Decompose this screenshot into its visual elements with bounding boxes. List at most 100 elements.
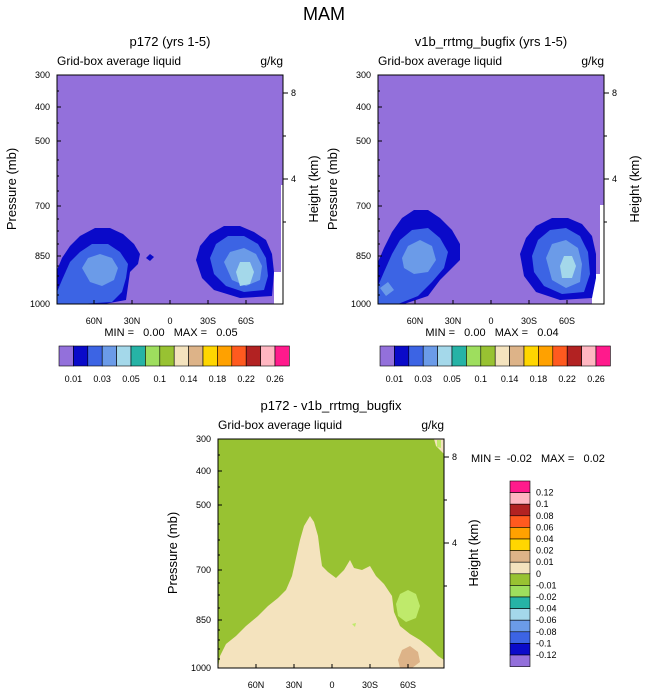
colorbar-swatch [451, 345, 467, 367]
colorbar-swatch [217, 345, 233, 367]
contour-level--0.01 [396, 590, 420, 622]
panel-title: v1b_rrtmg_bugfix (yrs 1-5) [415, 34, 567, 49]
latitude-tick-label: 30N [286, 680, 303, 690]
pressure-tick-label: 700 [356, 201, 371, 211]
colorbar-swatch [188, 345, 204, 367]
colorbar-swatch [509, 631, 531, 644]
colorbar-label: -0.06 [536, 615, 557, 625]
colorbar-label: 0.12 [536, 488, 554, 498]
plot-frame [217, 438, 445, 669]
contour-level-0.1 [236, 262, 254, 286]
latitude-axis: 60N 30N 0 30S 60S [86, 300, 254, 326]
pressure-tick-label: 700 [35, 201, 50, 211]
pressure-tick-label: 500 [196, 500, 211, 510]
colorbar-swatch [581, 345, 597, 367]
colorbar-swatch [523, 345, 539, 367]
latitude-tick-label: 30S [362, 680, 378, 690]
missing-data-region [281, 185, 283, 304]
colorbar-swatch [58, 345, 74, 367]
pressure-tick-label: 300 [35, 70, 50, 80]
colorbar-label: -0.08 [536, 627, 557, 637]
latitude-ticks [414, 300, 568, 304]
panel-difference: p172 - v1b_rrtmg_bugfix Grid-box average… [165, 398, 605, 690]
pressure-tick-label: 1000 [30, 299, 50, 309]
main-title: MAM [303, 4, 345, 24]
latitude-tick-label: 30N [445, 316, 462, 326]
pressure-tick-label: 1000 [191, 663, 211, 673]
colorbar-label: 0.14 [501, 374, 519, 384]
pressure-axis: 300 400 500 700 850 1000 [351, 70, 382, 309]
stats-label: MIN = 0.00 MAX = 0.04 [425, 327, 558, 339]
colorbar-label: 0.26 [266, 374, 284, 384]
colorbar-swatch [202, 345, 218, 367]
colorbar-swatch [173, 345, 189, 367]
pressure-tick-label: 850 [35, 251, 50, 261]
colorbar-label: 0.06 [536, 522, 554, 532]
variable-label: Grid-box average liquid [57, 54, 181, 68]
height-tick-label: 4 [612, 174, 617, 184]
colorbar-swatch [231, 345, 247, 367]
colorbar-swatch [509, 561, 531, 575]
latitude-tick-label: 60N [248, 680, 265, 690]
pressure-ticks [57, 74, 61, 305]
height-tick-label: 4 [452, 538, 457, 548]
pressure-tick-label: 500 [35, 136, 50, 146]
contour-level-0.05 [380, 282, 394, 296]
height-ticks [444, 456, 449, 587]
colorbar-swatch [509, 515, 531, 528]
contour-level-0.05 [82, 254, 118, 286]
panel-v1b-rrtmg-bugfix: v1b_rrtmg_bugfix (yrs 1-5) Grid-box aver… [325, 34, 642, 384]
colorbar-swatch [466, 345, 482, 367]
pressure-tick-label: 400 [356, 102, 371, 112]
height-tick-label: 8 [291, 88, 296, 98]
latitude-axis: 60N 30N 0 30S 60S [248, 664, 416, 690]
units-label: g/kg [421, 418, 444, 432]
stats-label: MIN = 0.00 MAX = 0.05 [104, 327, 237, 339]
colorbar-label: 0 [536, 569, 541, 579]
colorbar-label: 0.08 [536, 511, 554, 521]
height-tick-label: 8 [452, 452, 457, 462]
stats-label: MIN = -0.02 MAX = 0.02 [471, 453, 605, 465]
colorbar-label: 0.18 [209, 374, 227, 384]
height-tick-label: 8 [612, 88, 617, 98]
colorbar-label: 0.02 [536, 546, 554, 556]
y-axis-label: Pressure (mb) [165, 512, 180, 594]
colorbar-swatch [595, 345, 611, 367]
latitude-axis: 60N 30N 0 30S 60S [407, 300, 575, 326]
variable-label: Grid-box average liquid [378, 54, 502, 68]
contour-level-0.02 [398, 646, 420, 668]
colorbar-swatch [509, 643, 531, 656]
colorbar-swatch [73, 345, 89, 367]
colorbar-swatch [509, 503, 531, 517]
colorbar-label: -0.04 [536, 604, 557, 614]
colorbar-swatch [145, 345, 161, 367]
y-axis-right-label: Height (km) [466, 519, 481, 586]
pressure-ticks [378, 74, 382, 305]
missing-data-region [600, 205, 604, 304]
colorbar-label: 0.22 [237, 374, 255, 384]
colorbar-swatch [538, 345, 554, 367]
latitude-tick-label: 60N [86, 316, 103, 326]
pressure-tick-label: 500 [356, 136, 371, 146]
colorbar-swatch [87, 345, 103, 367]
colorbar-swatch [422, 345, 438, 367]
colorbar-label: -0.1 [536, 638, 552, 648]
pressure-tick-label: 850 [356, 251, 371, 261]
pressure-tick-label: 1000 [351, 299, 371, 309]
pressure-tick-label: 850 [196, 615, 211, 625]
colorbar-swatch [509, 345, 525, 367]
contour-level-0.1 [560, 256, 576, 278]
units-label: g/kg [260, 54, 283, 68]
contour-level--0.01 [352, 623, 356, 627]
colorbar-label: -0.12 [536, 650, 557, 660]
contour-level-0.01 [146, 254, 154, 261]
colorbar-swatch [116, 345, 132, 367]
colorbar-swatch [509, 550, 531, 563]
colorbar-swatch [509, 596, 531, 609]
colorbar-label: 0.18 [530, 374, 548, 384]
colorbar-swatch [408, 345, 424, 367]
y-axis-label: Pressure (mb) [4, 148, 19, 230]
colorbar-swatch [509, 527, 531, 540]
contour-level-0.05 [402, 240, 436, 274]
contour-level--0.01 [437, 440, 441, 448]
